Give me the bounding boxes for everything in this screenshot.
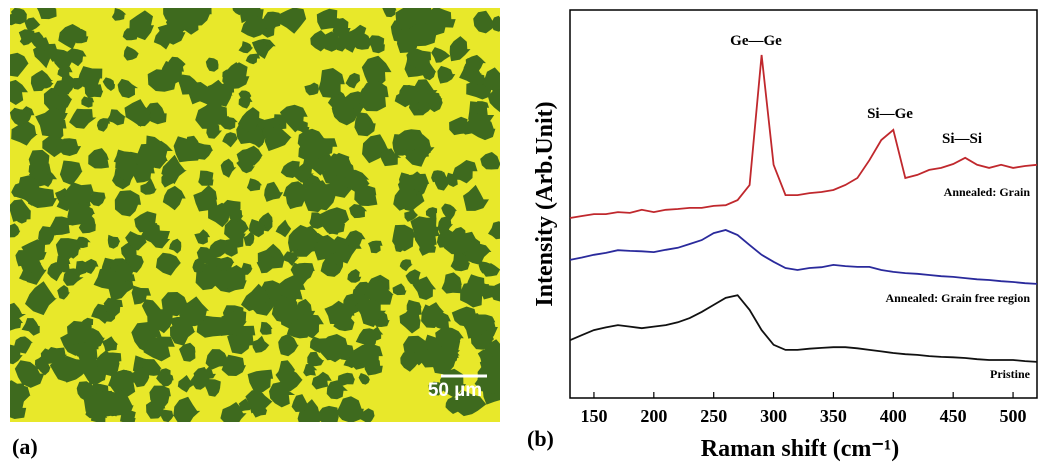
series-line	[570, 295, 1037, 362]
peak-annotation: Si—Si	[942, 131, 982, 147]
y-axis-label: Intensity (Arb.Unit)	[532, 101, 558, 306]
grain	[198, 171, 213, 186]
x-axis-label: Raman shift (cm⁻¹)	[701, 436, 900, 462]
scale-bar-label: 50 µm	[428, 380, 482, 401]
x-tick-label: 300	[760, 406, 787, 426]
series-label: Annealed: Grain	[944, 185, 1031, 199]
peak-annotation: Si—Ge	[867, 106, 913, 122]
figure: 50 µm (a) (b) Raman shift (cm⁻¹) Intensi…	[0, 0, 1039, 466]
x-tick-label: 200	[640, 406, 667, 426]
x-tick-label: 350	[820, 406, 847, 426]
x-tick-label: 150	[580, 406, 607, 426]
grain	[67, 321, 94, 345]
series-line	[570, 230, 1037, 284]
x-tick-label: 450	[940, 406, 967, 426]
x-tick-label: 500	[1000, 406, 1027, 426]
panel-label: (b)	[527, 426, 554, 451]
micrograph	[1, 0, 510, 429]
series-label: Annealed: Grain free region	[885, 291, 1030, 305]
plot-frame	[570, 10, 1037, 398]
peak-annotation: Ge—Ge	[730, 33, 782, 49]
x-tick-label: 400	[880, 406, 907, 426]
series-label: Pristine	[990, 367, 1031, 381]
x-tick-label: 250	[700, 406, 727, 426]
panel-label: (a)	[12, 434, 38, 459]
